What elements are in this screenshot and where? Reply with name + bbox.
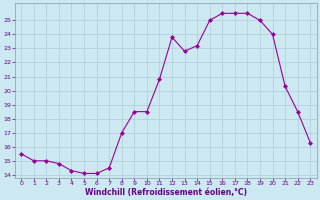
X-axis label: Windchill (Refroidissement éolien,°C): Windchill (Refroidissement éolien,°C) xyxy=(85,188,247,197)
